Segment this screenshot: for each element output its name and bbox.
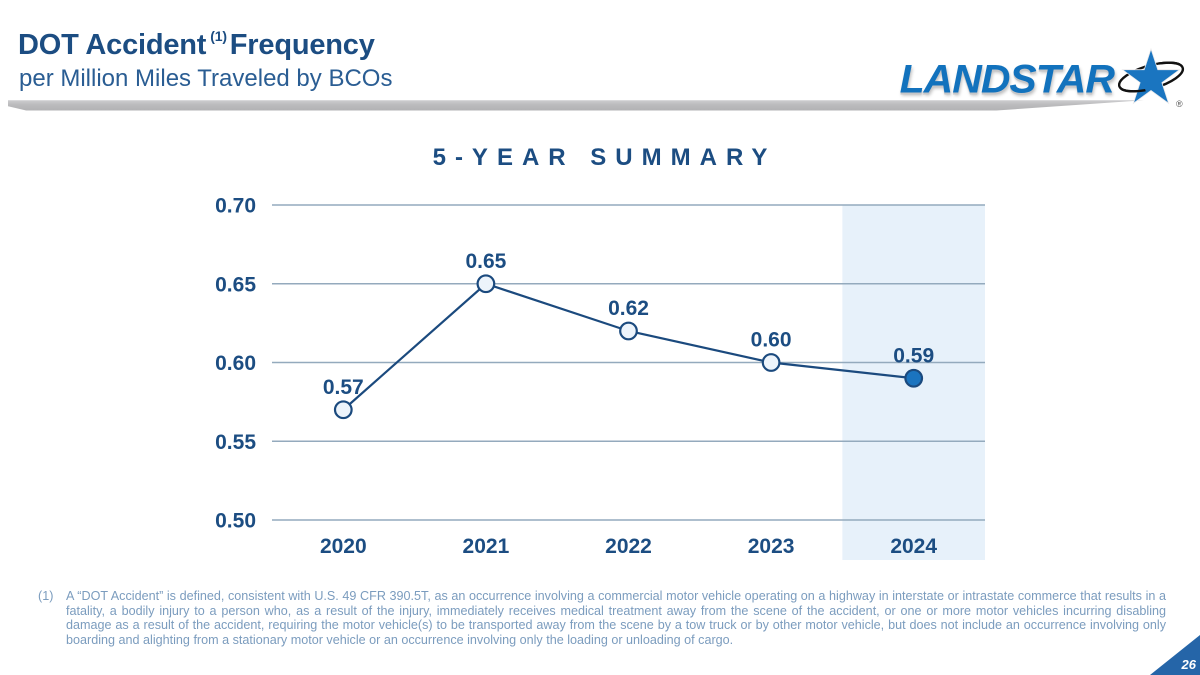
data-point <box>761 353 781 372</box>
data-point-label: 0.65 <box>465 250 506 273</box>
data-point-label: 0.62 <box>608 297 649 320</box>
x-tick-label: 2023 <box>748 535 795 558</box>
data-point <box>333 400 353 420</box>
landstar-logo: LANDSTAR ® <box>900 48 1186 110</box>
data-point-label: 0.59 <box>893 344 934 367</box>
x-tick-label: 2021 <box>463 535 510 558</box>
registered-trademark-symbol: ® <box>1176 99 1183 109</box>
landstar-star-icon: ® <box>1118 48 1185 109</box>
data-point-label: 0.60 <box>751 329 792 352</box>
page-title-tail: Frequency <box>229 29 375 61</box>
footnote: (1) A “DOT Accident” is defined, consist… <box>38 589 1166 647</box>
page-title: DOT Accident (1) Frequency <box>18 28 375 62</box>
y-tick-label: 0.65 <box>215 273 256 296</box>
data-point <box>904 368 924 388</box>
page-number: 26 <box>1181 657 1196 672</box>
x-tick-label: 2024 <box>890 535 937 558</box>
footnote-text: A “DOT Accident” is defined, consistent … <box>66 589 1166 647</box>
header-divider-bar <box>8 100 1144 111</box>
y-tick-label: 0.60 <box>215 352 256 375</box>
x-tick-label: 2022 <box>605 535 652 558</box>
chart-title: 5-YEAR SUMMARY <box>432 144 777 171</box>
landstar-wordmark: LANDSTAR <box>899 56 1115 101</box>
trend-line <box>342 282 914 411</box>
y-tick-label: 0.70 <box>215 195 256 218</box>
y-tick-label: 0.50 <box>215 510 256 533</box>
footnote-marker: (1) <box>38 589 54 603</box>
data-point <box>619 321 638 341</box>
x-tick-label: 2020 <box>320 535 367 558</box>
y-tick-label: 0.55 <box>215 431 256 454</box>
data-point-label: 0.57 <box>323 376 364 399</box>
data-point <box>476 274 496 294</box>
highlight-band <box>842 205 985 560</box>
page-title-main: DOT Accident <box>18 29 207 61</box>
footnote-reference: (1) <box>210 28 227 45</box>
star-shape <box>1121 48 1181 105</box>
page-subtitle: per Million Miles Traveled by BCOs <box>19 65 393 92</box>
